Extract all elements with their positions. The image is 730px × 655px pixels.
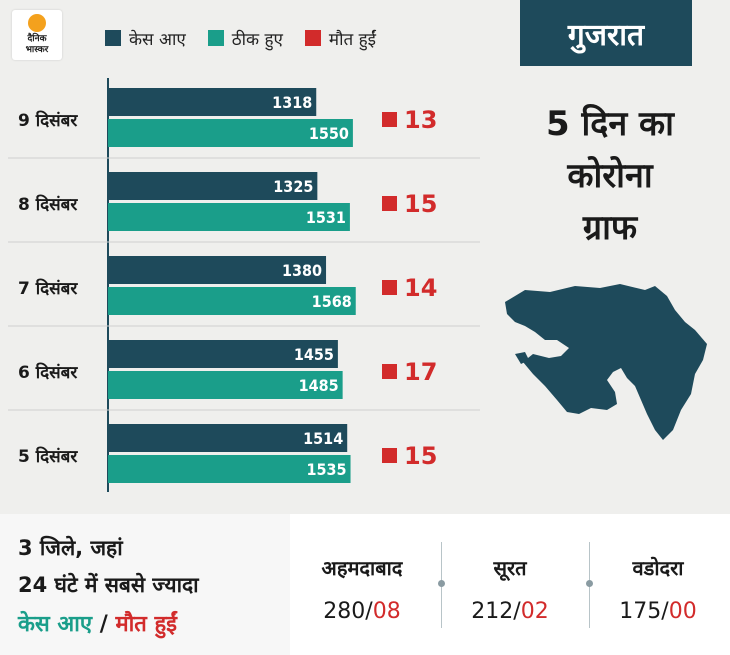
bar-cases: [108, 424, 348, 452]
death-marker: [382, 448, 397, 463]
city-divider: [438, 542, 445, 628]
bar-label-recovered: 1485: [299, 376, 339, 395]
death-value: 17: [404, 358, 437, 386]
bar-label-cases: 1318: [272, 93, 312, 112]
death-marker: [382, 196, 397, 211]
city-cases: 175: [619, 599, 662, 624]
bar-label-recovered: 1568: [312, 292, 352, 311]
bar-cases: [108, 88, 317, 116]
category-label: 9 दिसंबर: [18, 110, 78, 131]
bottom-separator: /: [92, 612, 116, 637]
logo-line-2: भास्कर: [25, 45, 49, 55]
bar-label-cases: 1380: [282, 261, 322, 280]
bar-recovered: [108, 455, 351, 483]
death-marker: [382, 280, 397, 295]
bar-recovered: [108, 287, 356, 315]
death-marker: [382, 364, 397, 379]
city-values: 280/08: [292, 599, 432, 624]
legend-label-recovered: ठीक हुए: [231, 29, 283, 50]
legend-swatch-deaths: [304, 30, 321, 46]
bottom-line-3: केस आए / मौत हुईं: [18, 608, 177, 638]
bottom-cases-label: केस आए: [18, 612, 93, 637]
city-slash: /: [365, 599, 373, 624]
category-label: 8 दिसंबर: [18, 194, 78, 215]
side-title: 5 दिन का कोरोना ग्राफ: [510, 98, 710, 254]
city-deaths: 08: [372, 599, 401, 624]
category-label: 6 दिसंबर: [18, 362, 78, 383]
city-divider: [586, 542, 593, 628]
city-surat: सूरत 212/02: [440, 554, 580, 624]
bottom-line-1: 3 जिले, जहां: [18, 536, 123, 560]
city-cases: 212: [471, 599, 514, 624]
bar-label-recovered: 1550: [309, 124, 349, 143]
city-name: सूरत: [493, 556, 527, 580]
death-value: 13: [404, 106, 437, 134]
legend-swatch-recovered: [207, 30, 224, 46]
legend-label-cases: केस आए: [129, 29, 186, 50]
bottom-line-2: 24 घंटे में सबसे ज्यादा: [18, 573, 199, 597]
bar-label-recovered: 1535: [306, 460, 346, 479]
bar-recovered: [108, 119, 353, 147]
bar-recovered: [108, 371, 343, 399]
death-value: 15: [404, 190, 437, 218]
death-value: 15: [404, 442, 437, 470]
death-value: 14: [404, 274, 437, 302]
category-label: 7 दिसंबर: [18, 278, 78, 299]
city-values: 175/00: [588, 599, 728, 624]
gujarat-map-icon: [505, 284, 707, 440]
dainik-bhaskar-logo: दैनिक भास्कर: [12, 10, 62, 60]
city-slash: /: [661, 599, 669, 624]
city-vadodara: वडोदरा 175/00: [588, 554, 728, 624]
legend-item-deaths: मौत हुईं: [304, 27, 376, 50]
death-marker: [382, 112, 397, 127]
bar-recovered: [108, 203, 350, 231]
side-title-line-3: ग्राफ: [582, 208, 638, 248]
bar-cases: [108, 172, 318, 200]
chart-legend: केस आए ठीक हुए मौत हुईं: [105, 26, 398, 50]
bar-chart: 9 दिसंबर 1318 1550 13 8 दिसंबर 1325 1531 15 7 दि…: [8, 78, 480, 492]
state-badge: गुजरात: [520, 0, 692, 66]
category-label: 5 दिसंबर: [18, 446, 78, 467]
logo-line-1: दैनिक: [27, 34, 47, 44]
legend-item-recovered: ठीक हुए: [207, 27, 283, 50]
sun-icon: [28, 14, 46, 32]
bar-cases: [108, 340, 338, 368]
city-slash: /: [513, 599, 521, 624]
bar-label-cases: 1514: [303, 429, 343, 448]
side-title-line-2: कोरोना: [567, 156, 653, 196]
legend-label-deaths: मौत हुईं: [328, 29, 376, 50]
legend-item-cases: केस आए: [105, 27, 186, 50]
bar-cases: [108, 256, 327, 284]
bar-label-cases: 1455: [294, 345, 334, 364]
bottom-deaths-label: मौत हुईं: [115, 612, 177, 637]
bar-label-recovered: 1531: [306, 208, 346, 227]
legend-swatch-cases: [105, 30, 121, 46]
city-deaths: 02: [520, 599, 549, 624]
bottom-left-panel: [0, 514, 290, 655]
city-name: वडोदरा: [632, 556, 684, 580]
bar-label-cases: 1325: [273, 177, 313, 196]
city-cases: 280: [323, 599, 366, 624]
city-deaths: 00: [668, 599, 697, 624]
city-ahmedabad: अहमदाबाद 280/08: [292, 554, 432, 624]
side-title-line-1: 5 दिन का: [546, 104, 674, 144]
city-values: 212/02: [440, 599, 580, 624]
bottom-panel: 3 जिले, जहां 24 घंटे में सबसे ज्यादा केस…: [0, 514, 730, 655]
city-name: अहमदाबाद: [321, 556, 403, 580]
